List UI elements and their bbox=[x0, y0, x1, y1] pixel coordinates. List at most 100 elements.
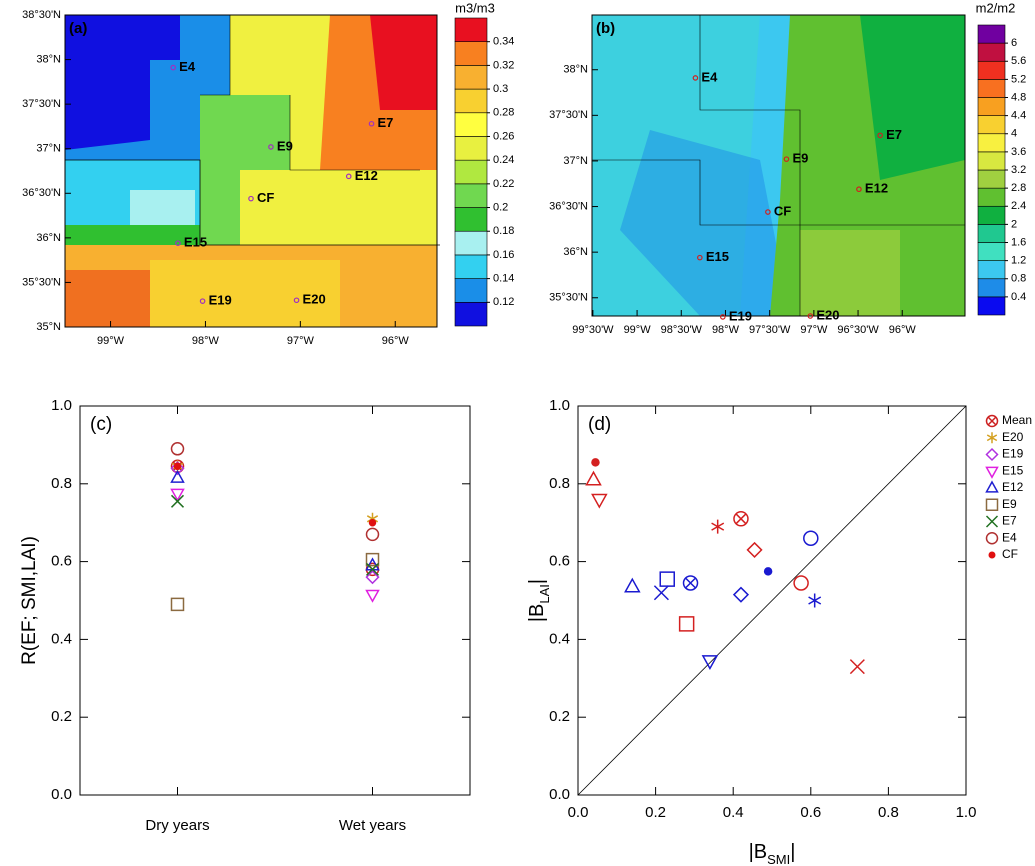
colorbar-box bbox=[977, 187, 1006, 207]
site-marker bbox=[720, 314, 726, 320]
legend-label: E15 bbox=[1002, 463, 1024, 477]
colorbar-label: 0.14 bbox=[493, 273, 514, 285]
lat-tick-label: 38°N bbox=[563, 64, 588, 76]
lon-tick-label: 98°W bbox=[192, 335, 220, 347]
lon-tick-label: 99°30'W bbox=[572, 324, 614, 336]
colorbar-box bbox=[977, 133, 1006, 153]
marker bbox=[711, 519, 725, 534]
legend-label: E9 bbox=[1002, 497, 1017, 511]
colorbar-label: 2.4 bbox=[1011, 200, 1026, 212]
marker bbox=[849, 659, 865, 675]
site-label: E7 bbox=[378, 115, 394, 130]
marker bbox=[678, 616, 695, 632]
y-axis-label-part: |B bbox=[526, 604, 548, 623]
lon-tick-label: 97°30'W bbox=[749, 324, 791, 336]
y-axis-label-part: | bbox=[526, 579, 548, 584]
legend-marker bbox=[985, 480, 999, 493]
lat-tick-label: 37°N bbox=[563, 155, 588, 167]
lat-tick-label: 36°30'N bbox=[549, 200, 588, 212]
colorbar-box bbox=[977, 42, 1006, 62]
colorbar-label: 6 bbox=[1011, 37, 1017, 49]
lon-tick-label: 96°W bbox=[889, 324, 917, 336]
marker bbox=[170, 442, 185, 456]
site-marker bbox=[175, 240, 181, 247]
colorbar-box bbox=[977, 260, 1006, 280]
y-tick-label: 0.6 bbox=[549, 553, 570, 570]
marker bbox=[701, 655, 719, 671]
marker bbox=[170, 469, 185, 483]
colorbar-box bbox=[454, 254, 488, 279]
colorbar-label: 0.16 bbox=[493, 249, 514, 261]
colorbar-label: 5.2 bbox=[1011, 73, 1026, 85]
colorbar-box bbox=[454, 88, 488, 114]
colorbar-box bbox=[977, 60, 1006, 80]
colorbar-label: 5.6 bbox=[1011, 55, 1026, 67]
map-b-field bbox=[591, 14, 966, 317]
marker bbox=[732, 586, 750, 603]
colorbar-label: 0.12 bbox=[493, 296, 514, 308]
colorbar-label: 0.22 bbox=[493, 178, 514, 190]
site-marker bbox=[345, 173, 352, 180]
site-marker bbox=[697, 254, 703, 261]
marker bbox=[365, 562, 380, 576]
colorbar-box bbox=[454, 302, 488, 327]
marker bbox=[793, 575, 809, 591]
marker bbox=[591, 458, 600, 467]
x-axis-label: |BSMI| bbox=[749, 841, 796, 866]
x-tick-label: 0.4 bbox=[723, 804, 744, 821]
colorbar-label: 2 bbox=[1011, 218, 1017, 230]
legend-marker bbox=[988, 551, 996, 559]
legend-marker bbox=[985, 515, 999, 528]
colorbar-box bbox=[454, 183, 488, 208]
x-axis-label-part: | bbox=[790, 841, 795, 863]
axes-c-frame bbox=[79, 405, 471, 796]
colorbar-box bbox=[454, 278, 488, 303]
marker bbox=[653, 585, 669, 601]
colorbar-box bbox=[977, 169, 1006, 189]
colorbar-label: 0.3 bbox=[493, 83, 508, 95]
marker bbox=[365, 552, 380, 567]
colorbar-label: 4 bbox=[1011, 128, 1017, 140]
site-label: E19 bbox=[729, 308, 752, 323]
y-axis-label: R(EF; SMI,LAI) bbox=[19, 536, 40, 665]
x-tick-label: 0.6 bbox=[800, 804, 821, 821]
marker bbox=[365, 570, 380, 585]
marker bbox=[170, 494, 185, 508]
site-label: E7 bbox=[886, 127, 902, 142]
marker bbox=[170, 597, 185, 612]
colorbar-box bbox=[454, 159, 488, 185]
colorbar-box bbox=[977, 296, 1006, 316]
lat-tick-label: 35°30'N bbox=[549, 292, 588, 304]
x-tick-label: Dry years bbox=[145, 817, 209, 834]
lon-tick-label: 99°W bbox=[97, 335, 125, 347]
colorbar-box bbox=[454, 136, 488, 161]
y-tick-label: 0.8 bbox=[549, 475, 570, 492]
y-tick-label: 0.2 bbox=[51, 708, 72, 725]
map-a-field bbox=[64, 14, 440, 328]
colorbar-label: 2.8 bbox=[1011, 182, 1026, 194]
colorbar-unit: m3/m3 bbox=[455, 0, 495, 15]
colorbar-box bbox=[977, 24, 1006, 44]
panel-label: (a) bbox=[69, 20, 87, 37]
colorbar-box bbox=[454, 112, 488, 137]
lon-tick-label: 98°30'W bbox=[661, 324, 703, 336]
marker bbox=[746, 541, 763, 558]
colorbar-label: 0.28 bbox=[493, 107, 514, 119]
legend-marker bbox=[985, 414, 999, 428]
marker bbox=[585, 470, 602, 486]
colorbar-box bbox=[977, 115, 1006, 135]
x-tick-label: 1.0 bbox=[956, 804, 977, 821]
site-label: E15 bbox=[184, 235, 207, 250]
site-marker bbox=[856, 186, 862, 193]
site-label: CF bbox=[257, 190, 274, 205]
lon-tick-label: 99°W bbox=[624, 324, 652, 336]
colorbar-box bbox=[977, 205, 1006, 225]
site-label: CF bbox=[774, 203, 791, 218]
colorbar-label: 0.24 bbox=[493, 154, 514, 166]
colorbar-box bbox=[977, 242, 1006, 261]
site-label: E4 bbox=[701, 69, 718, 84]
colorbar-label: 0.8 bbox=[1011, 273, 1026, 285]
colorbar-box bbox=[454, 17, 488, 42]
lat-tick-label: 35°30'N bbox=[22, 276, 61, 288]
